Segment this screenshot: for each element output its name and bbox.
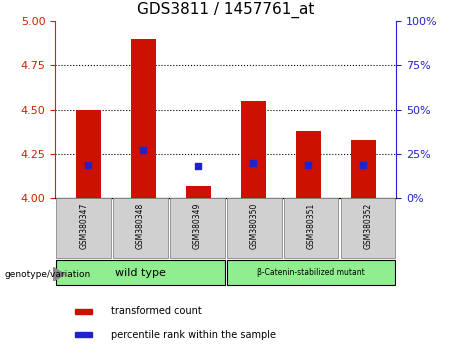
Bar [76,110,100,198]
Bar [113,198,168,258]
Text: GSM380348: GSM380348 [136,203,145,249]
Text: transformed count: transformed count [111,306,201,316]
Bar [75,332,92,337]
Point [85,162,92,167]
Text: GSM380350: GSM380350 [250,203,259,250]
Bar [284,198,338,258]
Bar [75,309,92,314]
Text: percentile rank within the sample: percentile rank within the sample [111,330,276,340]
Point [140,148,147,153]
Bar [56,260,225,285]
Text: wild type: wild type [115,268,166,278]
Bar [241,101,266,198]
Bar [227,260,396,285]
Point [360,162,367,167]
Point [195,164,202,169]
Text: GSM380351: GSM380351 [307,203,316,249]
Text: GSM380349: GSM380349 [193,203,202,250]
Title: GDS3811 / 1457761_at: GDS3811 / 1457761_at [137,2,314,18]
Bar [227,198,282,258]
Bar [56,198,111,258]
Text: genotype/variation: genotype/variation [5,270,91,279]
Polygon shape [53,267,65,281]
Text: GSM380352: GSM380352 [364,203,372,249]
Bar [170,198,225,258]
Point [250,160,257,166]
Bar [296,131,321,198]
Bar [186,186,211,198]
Bar [351,140,376,198]
Text: GSM380347: GSM380347 [79,203,88,250]
Text: β-Catenin-stabilized mutant: β-Catenin-stabilized mutant [257,268,365,277]
Bar [131,39,156,198]
Bar [341,198,396,258]
Point [305,162,312,167]
